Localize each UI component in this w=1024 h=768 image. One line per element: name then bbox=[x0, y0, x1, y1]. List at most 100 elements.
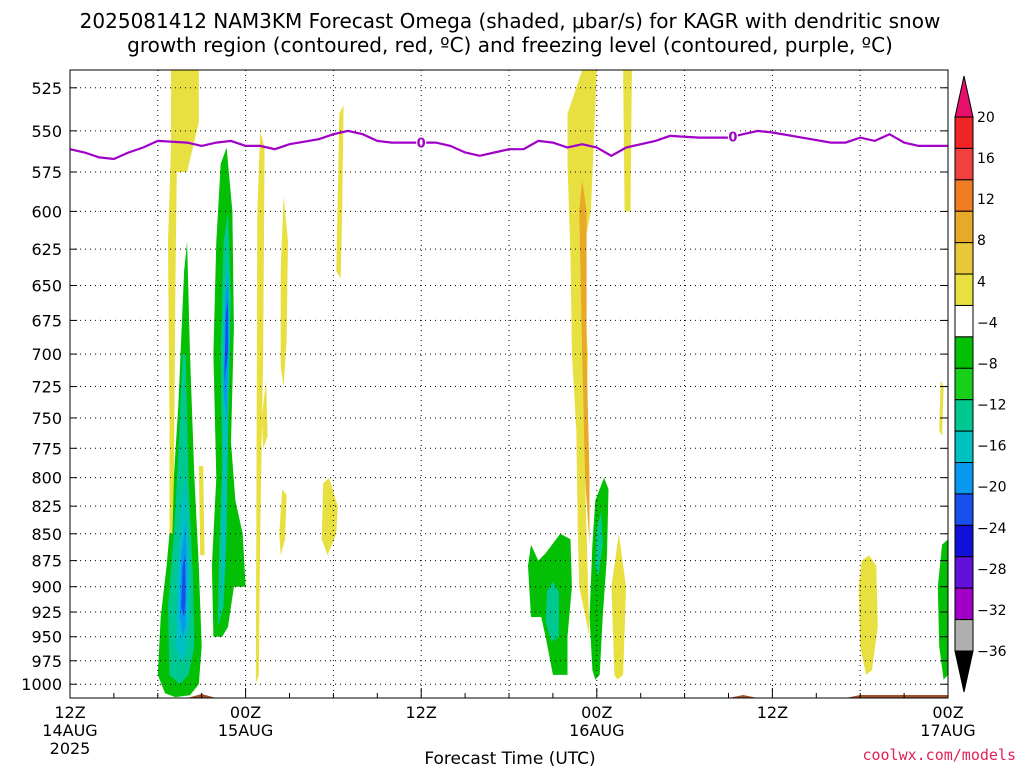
colorbar-swatch bbox=[954, 430, 974, 464]
y-tick-label: 550 bbox=[31, 122, 62, 141]
y-tick-label: 625 bbox=[31, 240, 62, 259]
omega-region-descent-H bbox=[336, 105, 344, 279]
omega-region-descent-B bbox=[198, 466, 205, 556]
chart-title: 2025081412 NAM3KM Forecast Omega (shaded… bbox=[80, 9, 941, 57]
y-tick-label: 950 bbox=[31, 628, 62, 647]
colorbar-swatch bbox=[954, 399, 974, 432]
colorbar-label: 12 bbox=[977, 192, 995, 208]
x-tick-label: 00Z bbox=[230, 703, 261, 722]
y-tick-label: 900 bbox=[31, 578, 62, 597]
plot-frame bbox=[69, 69, 949, 699]
omega-region-descent-A bbox=[168, 70, 199, 534]
credit-text: coolwx.com/models bbox=[862, 746, 1016, 764]
colorbar-swatch bbox=[954, 462, 974, 495]
colorbar-swatch bbox=[954, 179, 974, 212]
colorbar-swatch bbox=[954, 587, 974, 621]
freezing-level-label: 0 bbox=[417, 137, 426, 152]
colorbar-legend: 20 16 12 8 4 −4 −8 −12 −16 −20 −24 −28 −32 −36 bbox=[954, 75, 1007, 693]
colorbar-swatch bbox=[954, 336, 974, 369]
colorbar-swatch bbox=[954, 210, 974, 244]
x-tick-label: 00Z bbox=[932, 703, 963, 722]
omega-shading bbox=[70, 70, 948, 698]
colorbar-label: −16 bbox=[977, 439, 1007, 455]
colorbar-label: −28 bbox=[977, 562, 1007, 578]
colorbar-swatch bbox=[954, 242, 974, 275]
colorbar-swatch bbox=[954, 273, 974, 306]
x-tick-label: 12Z bbox=[757, 703, 788, 722]
omega-region-ascent-A bbox=[181, 555, 186, 617]
x-axis-label: Forecast Time (UTC) bbox=[424, 749, 595, 768]
x-tick-label: 14AUG bbox=[42, 721, 97, 740]
omega-region-descent-G bbox=[321, 477, 338, 556]
colorbar-label: 16 bbox=[977, 151, 995, 167]
y-tick-label: 925 bbox=[31, 603, 62, 622]
colorbar-label: 8 bbox=[977, 233, 986, 249]
y-tick-label: 650 bbox=[31, 276, 62, 295]
y-tick-label: 525 bbox=[31, 79, 62, 98]
omega-region-descent-M bbox=[939, 380, 944, 437]
y-tick-label: 575 bbox=[31, 163, 62, 182]
x-tick-label: 2025 bbox=[50, 739, 91, 758]
x-tick-label: 00Z bbox=[581, 703, 612, 722]
y-axis-ticks: 525 550 575 600 625 650 675 700 725 750 775 800 825 8… bbox=[21, 79, 948, 694]
freezing-level-label: 0 bbox=[728, 131, 737, 146]
omega-region-ascent-B bbox=[224, 299, 228, 381]
colorbar-label: −8 bbox=[977, 356, 998, 372]
y-tick-label: 875 bbox=[31, 552, 62, 571]
y-tick-label: 1000 bbox=[21, 675, 62, 694]
colorbar-swatch bbox=[954, 619, 974, 652]
x-tick-label: 17AUG bbox=[920, 721, 975, 740]
colorbar-top-arrow bbox=[954, 75, 974, 118]
omega-region-ascent-C bbox=[545, 581, 559, 642]
colorbar-swatch bbox=[954, 304, 974, 338]
omega-region-descent-I bbox=[567, 70, 597, 637]
chart-title-line1: 2025081412 NAM3KM Forecast Omega (shaded… bbox=[80, 9, 941, 33]
y-tick-label: 675 bbox=[31, 311, 62, 330]
x-tick-label: 16AUG bbox=[569, 721, 624, 740]
omega-region-descent-F bbox=[279, 489, 287, 556]
omega-region-descent-L bbox=[858, 555, 878, 675]
colorbar-label: −32 bbox=[977, 603, 1007, 619]
y-tick-label: 725 bbox=[31, 378, 62, 397]
omega-region-ascent-E bbox=[937, 539, 948, 680]
omega-region-ascent-D bbox=[589, 477, 609, 680]
x-tick-label: 15AUG bbox=[218, 721, 273, 740]
y-tick-label: 600 bbox=[31, 202, 62, 221]
chart-title-line2: growth region (contoured, red, ºC) and f… bbox=[127, 33, 893, 57]
colorbar-label: −20 bbox=[977, 480, 1007, 496]
y-tick-label: 825 bbox=[31, 497, 62, 516]
colorbar-label: −24 bbox=[977, 521, 1007, 537]
omega-region-descent-J bbox=[623, 70, 632, 212]
grid-lines bbox=[70, 70, 948, 698]
colorbar-label: −4 bbox=[977, 315, 998, 331]
colorbar-label: 4 bbox=[977, 274, 986, 290]
y-tick-label: 800 bbox=[31, 469, 62, 488]
x-tick-label: 12Z bbox=[54, 703, 85, 722]
colorbar-swatch bbox=[954, 147, 974, 181]
freezing-level-line bbox=[69, 129, 948, 161]
y-tick-label: 775 bbox=[31, 439, 62, 458]
omega-region-descent-I bbox=[579, 180, 590, 545]
colorbar-swatch bbox=[954, 493, 974, 526]
omega-region-descent-D bbox=[261, 380, 268, 449]
colorbar-bottom-arrow bbox=[954, 650, 974, 693]
omega-region-descent-E bbox=[280, 195, 288, 387]
freezing-level-label-bg bbox=[416, 135, 427, 150]
y-tick-label: 700 bbox=[31, 345, 62, 364]
colorbar-label: −36 bbox=[977, 644, 1007, 660]
colorbar-swatch bbox=[954, 116, 974, 149]
omega-region-descent-K bbox=[611, 533, 627, 680]
colorbar-swatch bbox=[954, 524, 974, 558]
y-tick-label: 750 bbox=[31, 409, 62, 428]
x-tick-label: 12Z bbox=[406, 703, 437, 722]
colorbar-swatch bbox=[954, 556, 974, 589]
colorbar-swatch bbox=[954, 367, 974, 401]
y-tick-label: 975 bbox=[31, 652, 62, 671]
y-tick-label: 850 bbox=[31, 525, 62, 544]
omega-region-descent-C bbox=[255, 130, 265, 685]
colorbar-label: 20 bbox=[977, 110, 995, 126]
